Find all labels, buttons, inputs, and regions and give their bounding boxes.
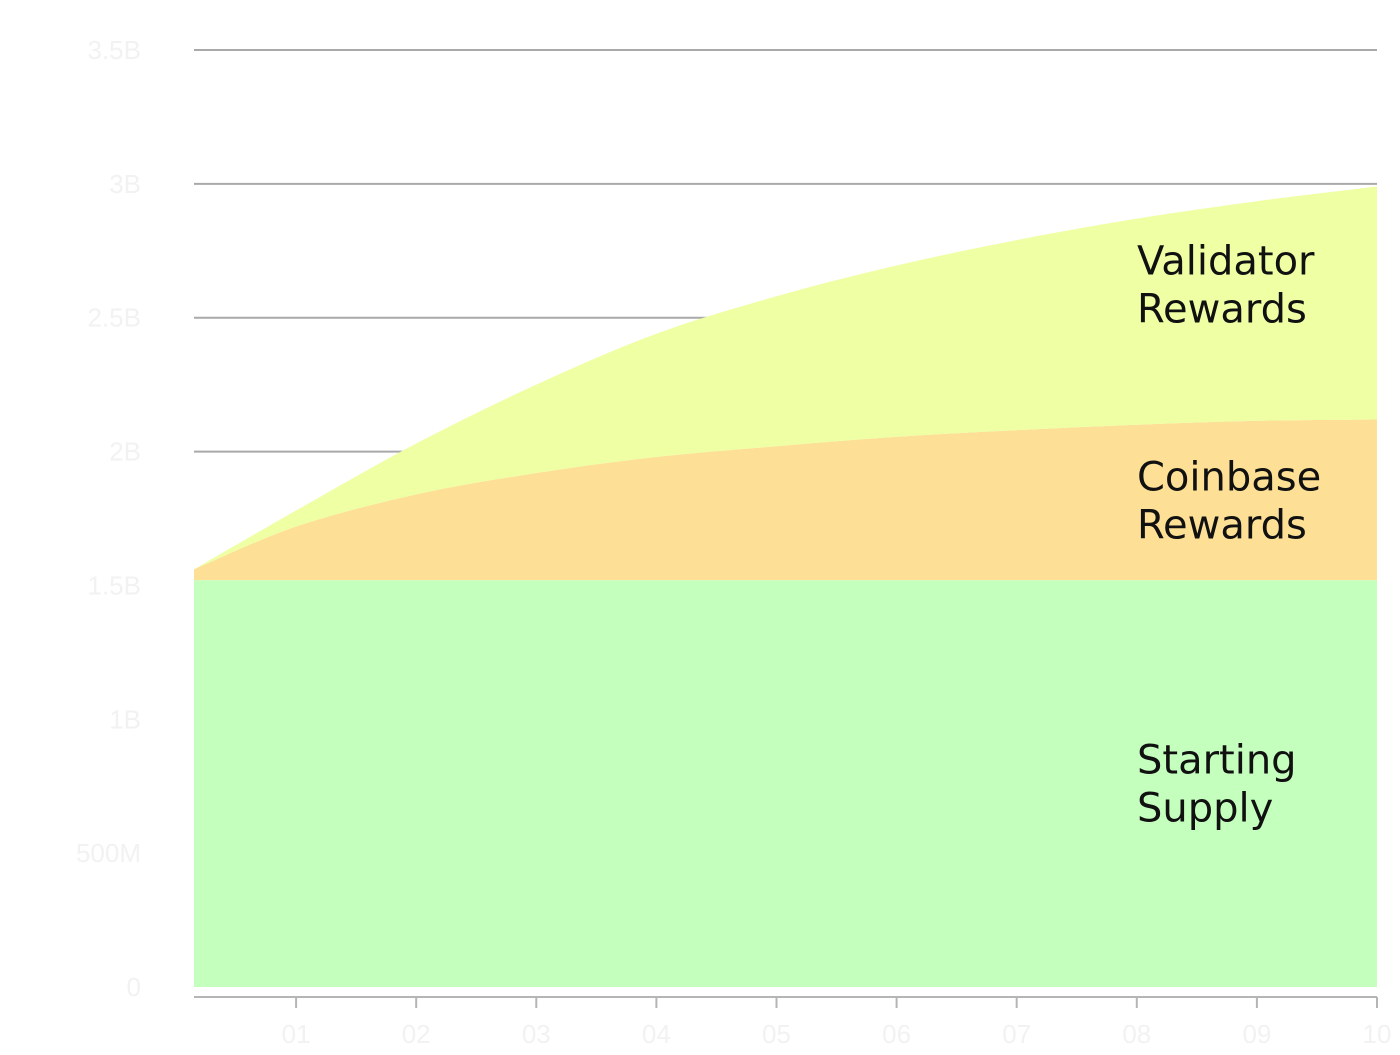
y-tick-label: 2.5B bbox=[88, 303, 142, 333]
y-axis-tick-labels: 0 500M 1B 1.5B 2B 2.5B 3B 3.5B bbox=[76, 35, 141, 1002]
x-tick-label: 05 bbox=[762, 1019, 791, 1049]
y-tick-label: 2B bbox=[109, 437, 141, 467]
x-tick-label: 09 bbox=[1242, 1019, 1271, 1049]
y-tick-label: 3B bbox=[109, 169, 141, 199]
x-tick-label: 07 bbox=[1002, 1019, 1031, 1049]
series-label-starting-supply: Starting Supply bbox=[1137, 738, 1297, 832]
x-tick-label: 08 bbox=[1122, 1019, 1151, 1049]
series-label-coinbase-rewards: Coinbase Rewards bbox=[1137, 454, 1321, 548]
y-tick-label: 500M bbox=[76, 838, 141, 868]
x-tick-label: 06 bbox=[882, 1019, 911, 1049]
y-tick-label: 1B bbox=[109, 704, 141, 734]
area-starting-supply bbox=[194, 580, 1377, 987]
y-tick-label: 3.5B bbox=[88, 35, 142, 65]
y-tick-label: 1.5B bbox=[88, 570, 142, 600]
series-areas bbox=[194, 186, 1377, 987]
x-tick-label: 03 bbox=[522, 1019, 551, 1049]
series-label-validator-rewards: Validator Rewards bbox=[1137, 239, 1315, 333]
x-tick-label: 04 bbox=[642, 1019, 671, 1049]
series-labels: Starting Supply Coinbase Rewards Validator Re… bbox=[1137, 239, 1321, 832]
area-coinbase-rewards bbox=[194, 419, 1377, 581]
x-axis bbox=[194, 996, 1378, 1008]
area-validator-rewards bbox=[194, 186, 1377, 570]
x-tick-label: 02 bbox=[402, 1019, 431, 1049]
x-tick-label: 01 bbox=[282, 1019, 311, 1049]
y-tick-label: 0 bbox=[127, 972, 141, 1002]
x-axis-tick-labels: 01 02 03 04 05 06 07 08 09 10 bbox=[282, 1019, 1392, 1049]
x-tick-label: 10 bbox=[1363, 1019, 1392, 1049]
